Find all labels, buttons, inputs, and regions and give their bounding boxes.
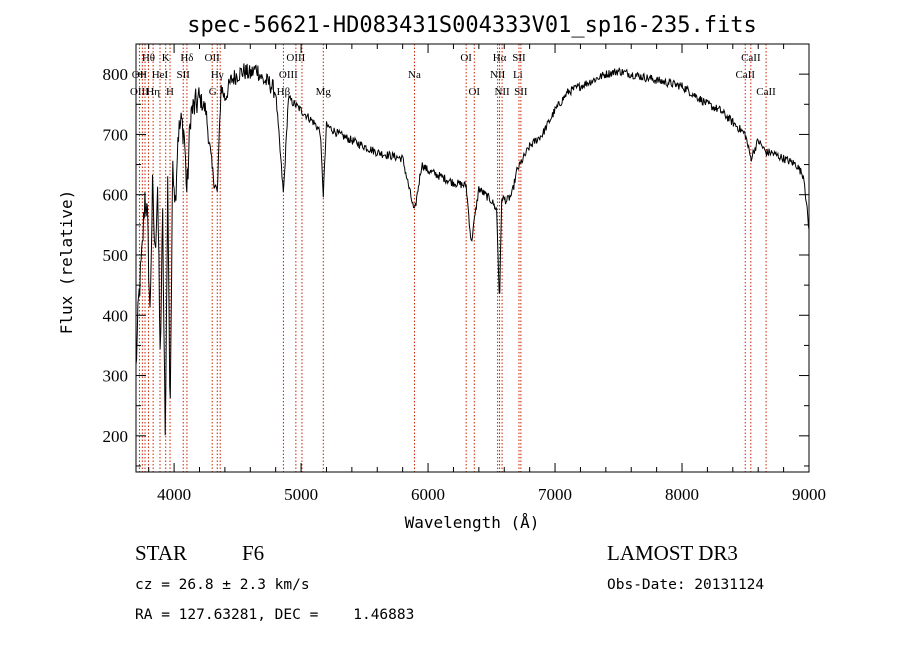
line-label-0: Hθ (142, 52, 155, 64)
line-label-8: Hδ (180, 52, 193, 64)
series-line-0 (135, 63, 810, 436)
plot-frame (135, 43, 810, 473)
line-label-12: OIII (286, 52, 305, 64)
x-tick-label: 5000 (284, 485, 318, 504)
line-label-6: SII (177, 69, 191, 81)
series-group (135, 63, 810, 436)
survey-name: LAMOST DR3 (607, 541, 738, 565)
line-label-26: CaII (735, 69, 755, 81)
line-label-7: H (166, 86, 174, 98)
line-label-20: SII (512, 52, 526, 64)
y-tick-label: 700 (103, 125, 129, 144)
y-tick-label: 500 (103, 246, 129, 265)
y-tick-label: 300 (103, 367, 129, 386)
y-tick-label: 200 (103, 427, 129, 446)
line-label-3: Hη (146, 86, 160, 98)
y-axis-label: Flux (relative) (57, 190, 76, 335)
x-tick-label: 6000 (411, 485, 445, 504)
line-label-15: Mg (316, 86, 332, 98)
line-label-18: OI (468, 86, 480, 98)
coordinates: RA = 127.63281, DEC = 1.46883 (135, 607, 414, 623)
line-label-19: Hα (493, 52, 507, 64)
line-label-25: CaII (741, 52, 761, 64)
line-label-23: NII (494, 86, 510, 98)
x-tick-label: 7000 (538, 485, 572, 504)
line-label-9: OII (205, 52, 221, 64)
obs-date: Obs-Date: 20131124 (607, 577, 764, 593)
subclass: F6 (242, 541, 264, 565)
line-label-11: G (209, 86, 217, 98)
line-label-21: NII (490, 69, 506, 81)
y-tick-label: 400 (103, 306, 129, 325)
y-tick-label: 800 (103, 65, 129, 84)
axis-ticks: 4000 5000 6000 7000 8000 9000 200 300 400 500 600 7… (103, 44, 826, 504)
line-label-2: OIII (130, 86, 149, 98)
line-label-14: Hβ (277, 86, 291, 98)
x-tick-label: 8000 (665, 485, 699, 504)
line-label-4: HeI (152, 69, 169, 81)
x-tick-label: 4000 (157, 485, 191, 504)
object-class: STAR (135, 541, 187, 565)
line-label-1: OII (132, 69, 148, 81)
y-tick-label: 600 (103, 186, 129, 205)
line-label-17: OI (460, 52, 472, 64)
line-label-5: K (162, 52, 170, 64)
line-label-16: Na (408, 69, 421, 81)
marker-lines (138, 44, 767, 472)
line-label-27: CaII (756, 86, 776, 98)
line-label-10: Hγ (211, 69, 224, 81)
redshift-cz: cz = 26.8 ± 2.3 km/s (135, 577, 310, 593)
x-axis-label: Wavelength (Å) (405, 513, 540, 532)
x-tick-label: 9000 (792, 485, 826, 504)
line-label-13: OIII (279, 69, 298, 81)
line-label-24: SII (514, 86, 528, 98)
chart-title: spec-56621-HD083431S004333V01_sp16-235.f… (187, 13, 757, 38)
line-label-22: Li (513, 69, 523, 81)
